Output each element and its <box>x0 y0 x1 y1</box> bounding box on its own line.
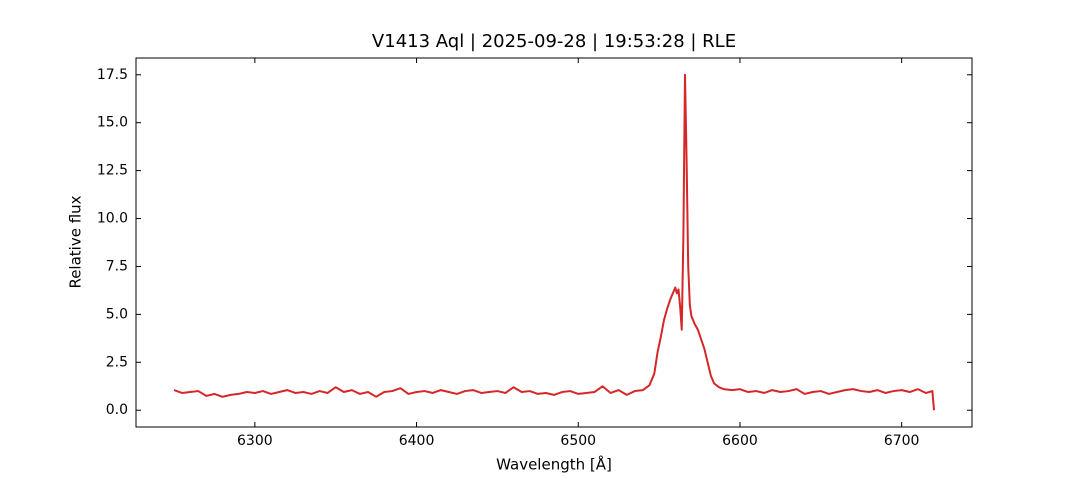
y-tick-label: 17.5 <box>97 67 128 83</box>
plot-frame <box>135 57 973 428</box>
y-tick-label: 10.0 <box>97 211 128 227</box>
y-tick-label: 12.5 <box>97 163 128 179</box>
y-tick-label: 15.0 <box>97 115 128 131</box>
x-tick-label: 6700 <box>884 433 920 449</box>
chart-title: V1413 Aql | 2025-09-28 | 19:53:28 | RLE <box>372 31 736 52</box>
data-line <box>173 73 935 411</box>
y-tick-label: 0.0 <box>106 402 128 418</box>
x-tick-label: 6600 <box>722 433 758 449</box>
y-tick-label: 5.0 <box>106 306 128 322</box>
x-tick-label: 6300 <box>237 433 273 449</box>
y-tick-label: 7.5 <box>106 258 128 274</box>
x-tick-label: 6500 <box>560 433 596 449</box>
x-tick-label: 6400 <box>399 433 435 449</box>
x-axis-label: Wavelength [Å] <box>496 455 612 474</box>
y-axis-label: Relative flux <box>67 195 85 288</box>
y-tick-label: 2.5 <box>106 354 128 370</box>
